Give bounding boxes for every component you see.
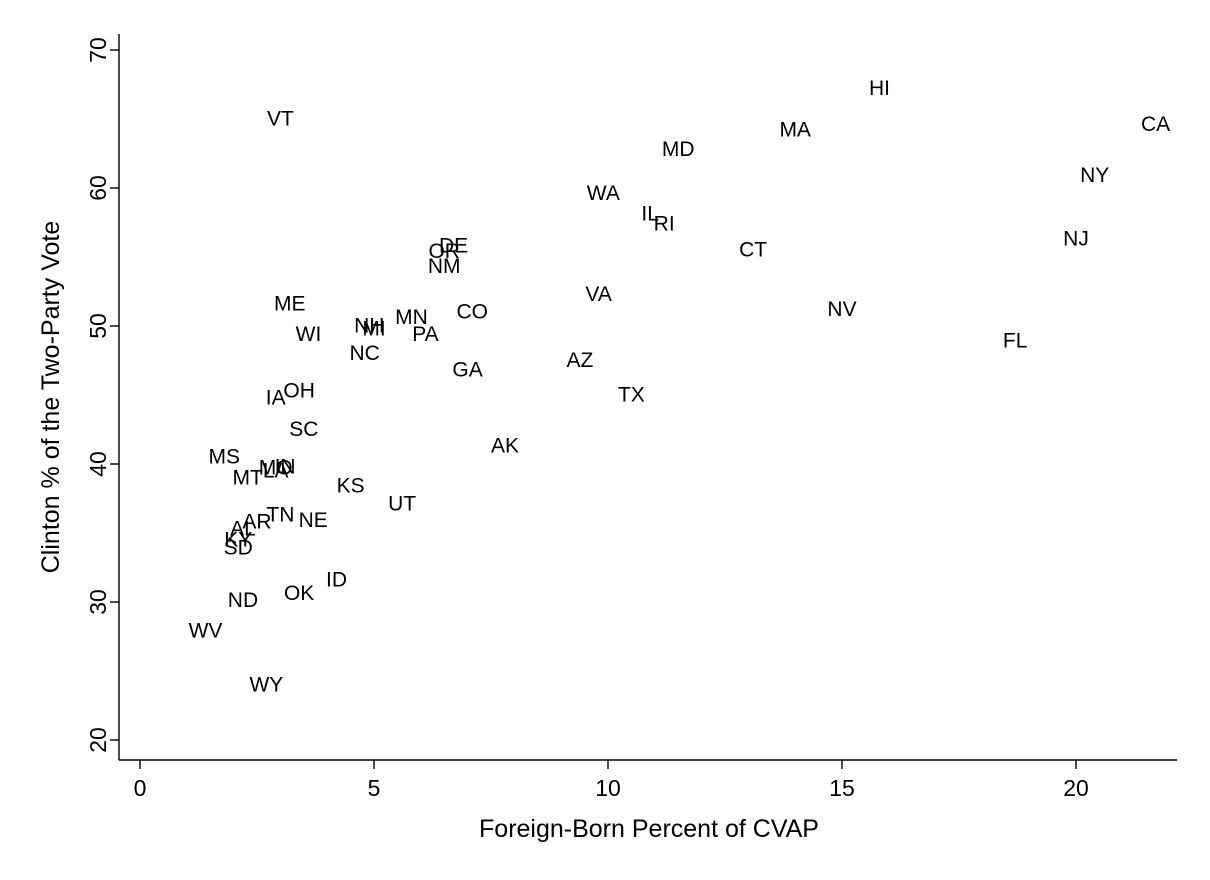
y-tick-label: 50 xyxy=(85,313,111,339)
data-point-nm: NM xyxy=(428,255,461,278)
y-axis-ticks: 20 30 40 50 60 70 xyxy=(85,37,119,753)
x-tick-label: 0 xyxy=(134,775,147,801)
data-point-az: AZ xyxy=(566,349,593,372)
data-point-de: DE xyxy=(439,234,468,257)
y-axis-title: Clinton % of the Two-Party Vote xyxy=(37,221,65,574)
data-point-or: OR xyxy=(428,240,460,263)
data-point-nj: NJ xyxy=(1063,228,1089,251)
data-point-nc: NC xyxy=(349,342,379,365)
data-point-co: CO xyxy=(457,301,489,324)
data-point-mo: MO xyxy=(259,457,293,480)
y-tick-label: 20 xyxy=(85,727,111,753)
data-point-mt: MT xyxy=(232,466,262,489)
data-point-id: ID xyxy=(326,568,347,591)
data-point-tx: TX xyxy=(618,384,645,407)
data-point-sc: SC xyxy=(289,418,318,441)
x-tick-label: 20 xyxy=(1063,775,1089,801)
data-point-il: IL xyxy=(641,203,659,226)
data-point-va: VA xyxy=(585,283,611,306)
data-point-ar: AR xyxy=(242,510,271,533)
data-point-mn: MN xyxy=(395,306,428,329)
data-point-wy: WY xyxy=(249,673,283,696)
data-point-ne: NE xyxy=(299,509,328,532)
data-point-wv: WV xyxy=(189,619,223,642)
data-point-tn: TN xyxy=(266,504,294,527)
x-axis-ticks: 0 5 10 15 20 xyxy=(134,760,1089,801)
data-point-sd: SD xyxy=(224,537,253,560)
data-point-mi: MI xyxy=(362,317,385,340)
data-point-in: IN xyxy=(275,455,296,478)
data-point-ok: OK xyxy=(284,582,314,605)
data-point-fl: FL xyxy=(1003,330,1028,353)
data-point-ut: UT xyxy=(388,493,416,516)
data-point-me: ME xyxy=(274,292,306,315)
data-point-oh: OH xyxy=(283,379,315,402)
y-tick-label: 30 xyxy=(85,589,111,615)
x-tick-label: 15 xyxy=(829,775,855,801)
data-point-ia: IA xyxy=(266,386,286,409)
x-tick-label: 10 xyxy=(595,775,621,801)
x-tick-label: 5 xyxy=(368,775,381,801)
data-point-nd: ND xyxy=(228,589,258,612)
data-point-wa: WA xyxy=(587,182,620,205)
data-point-pa: PA xyxy=(412,323,438,346)
data-point-md: MD xyxy=(662,138,695,161)
data-point-hi: HI xyxy=(869,77,890,100)
data-point-ca: CA xyxy=(1141,113,1170,136)
data-point-ct: CT xyxy=(739,239,767,262)
data-point-ak: AK xyxy=(491,435,519,458)
data-point-ms: MS xyxy=(208,446,240,469)
data-point-ks: KS xyxy=(337,475,365,498)
data-point-la: LA xyxy=(263,459,289,482)
data-point-vt: VT xyxy=(267,108,294,131)
data-point-ga: GA xyxy=(452,359,482,382)
data-point-ma: MA xyxy=(779,119,811,142)
data-point-ky: KY xyxy=(224,528,252,551)
y-tick-label: 60 xyxy=(85,175,111,201)
data-point-wi: WI xyxy=(296,323,322,346)
data-point-ri: RI xyxy=(654,212,675,235)
data-point-nh: NH xyxy=(354,315,384,338)
y-tick-label: 70 xyxy=(85,37,111,63)
data-point-al: AL xyxy=(230,517,256,540)
y-tick-label: 40 xyxy=(85,451,111,477)
data-point-nv: NV xyxy=(827,298,856,321)
data-point-ny: NY xyxy=(1080,164,1109,187)
x-axis-title: Foreign-Born Percent of CVAP xyxy=(479,815,819,843)
